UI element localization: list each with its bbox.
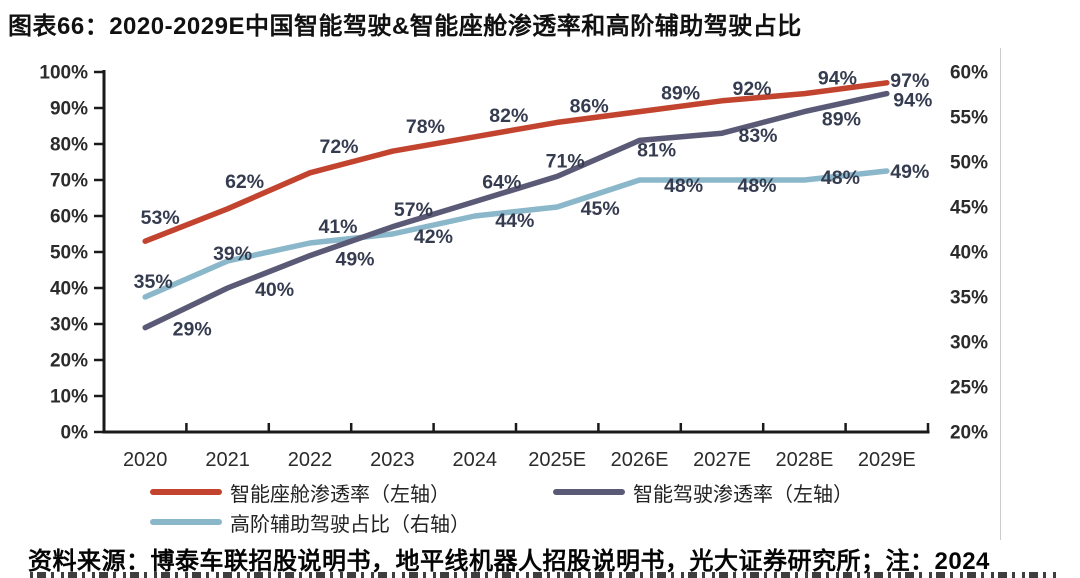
y-axis-tick-label: 20% <box>50 351 88 372</box>
data-label: 89% <box>661 83 700 105</box>
y2-axis-tick-label: 35% <box>950 288 988 309</box>
y2-axis-tick-label: 50% <box>950 153 988 174</box>
y-axis-tick-label: 90% <box>50 99 88 120</box>
data-label: 40% <box>255 279 294 301</box>
x-axis-label: 2028E <box>775 449 833 471</box>
line-chart: 0% 10% 20% 30% 40% 50% 60% 70% 80% 90% 100% 20% 25% 3… <box>39 63 988 472</box>
data-label: 64% <box>482 172 521 194</box>
y2-axis-tick-label: 55% <box>950 108 988 129</box>
chart-title: 图表66：2020-2029E中国智能驾驶&智能座舱渗透率和高阶辅助驾驶占比 <box>8 13 802 40</box>
series-line-2 <box>142 168 890 300</box>
legend-item-2: 高阶辅助驾驶占比（右轴） <box>150 511 470 536</box>
y-axis-tick-label: 60% <box>50 207 88 228</box>
data-label: 48% <box>737 175 776 197</box>
x-axis-label: 2023 <box>370 449 415 471</box>
y-axis-tick-label: 30% <box>50 315 88 336</box>
x-axis-label: 2021 <box>205 449 250 471</box>
y2-axis-tick-label: 45% <box>950 198 988 219</box>
data-label: 48% <box>664 175 703 197</box>
x-axis-label: 2026E <box>611 449 669 471</box>
data-label: 78% <box>406 116 445 138</box>
y-axis-tick-label: 50% <box>50 243 88 264</box>
legend-item-1: 智能驾驶渗透率（左轴） <box>553 481 853 506</box>
source-note: 资料来源：博泰车联招股说明书，地平线机器人招股说明书，光大证券研究所；注：202… <box>28 548 990 575</box>
data-label: 71% <box>546 150 585 172</box>
x-axis-label: 2022 <box>288 449 333 471</box>
data-label: 57% <box>394 199 433 221</box>
data-label: 82% <box>489 105 528 127</box>
data-label: 42% <box>414 226 453 248</box>
data-label: 35% <box>134 271 173 293</box>
data-label: 81% <box>637 139 676 161</box>
data-label: 86% <box>570 95 609 117</box>
legend-item-0: 智能座舱渗透率（左轴） <box>150 481 450 506</box>
legend-label: 智能驾驶渗透率（左轴） <box>633 483 853 506</box>
legend-swatch-icon <box>150 489 222 495</box>
y-axis-tick-label: 70% <box>50 171 88 192</box>
y2-axis-tick-label: 40% <box>950 243 988 264</box>
data-label: 89% <box>822 109 861 131</box>
data-label: 45% <box>581 198 620 220</box>
data-label: 49% <box>335 249 374 271</box>
x-axis-label: 2024 <box>453 449 498 471</box>
y2-axis-tick-label: 60% <box>950 63 988 84</box>
y-axis-tick-label: 100% <box>39 63 88 84</box>
y-axis-tick-label: 0% <box>61 423 89 444</box>
y-axis-tick-label: 10% <box>50 387 88 408</box>
x-axis-label: 2025E <box>528 449 586 471</box>
data-label: 29% <box>173 319 212 341</box>
legend-label: 高阶辅助驾驶占比（右轴） <box>230 513 470 536</box>
clipped-text-line <box>30 572 1060 578</box>
data-label: 97% <box>890 70 929 92</box>
x-axis-label: 2020 <box>123 449 168 471</box>
data-label: 94% <box>818 68 857 90</box>
series-line-1 <box>142 90 890 331</box>
page-border-line <box>1000 48 1001 540</box>
legend-swatch-icon <box>150 519 222 525</box>
legend-label: 智能座舱渗透率（左轴） <box>230 483 450 506</box>
legend-swatch-icon <box>553 489 625 495</box>
y2-axis-tick-label: 20% <box>950 423 988 444</box>
x-axis-label: 2029E <box>858 449 916 471</box>
data-label: 83% <box>738 125 777 147</box>
y2-axis-tick-label: 25% <box>950 378 988 399</box>
data-label: 62% <box>225 171 264 193</box>
y-axis-tick-label: 80% <box>50 135 88 156</box>
data-label: 44% <box>495 210 534 232</box>
data-label: 53% <box>141 207 180 229</box>
data-label: 92% <box>732 78 771 100</box>
y2-axis-tick-label: 30% <box>950 333 988 354</box>
series-line-0 <box>142 80 890 244</box>
data-label: 48% <box>821 167 860 189</box>
data-label: 94% <box>893 90 932 112</box>
x-axis-label: 2027E <box>693 449 751 471</box>
data-label: 72% <box>319 136 358 158</box>
data-label: 41% <box>318 216 357 238</box>
data-label: 49% <box>890 161 929 183</box>
y-axis-tick-label: 40% <box>50 279 88 300</box>
data-label: 39% <box>213 243 252 265</box>
